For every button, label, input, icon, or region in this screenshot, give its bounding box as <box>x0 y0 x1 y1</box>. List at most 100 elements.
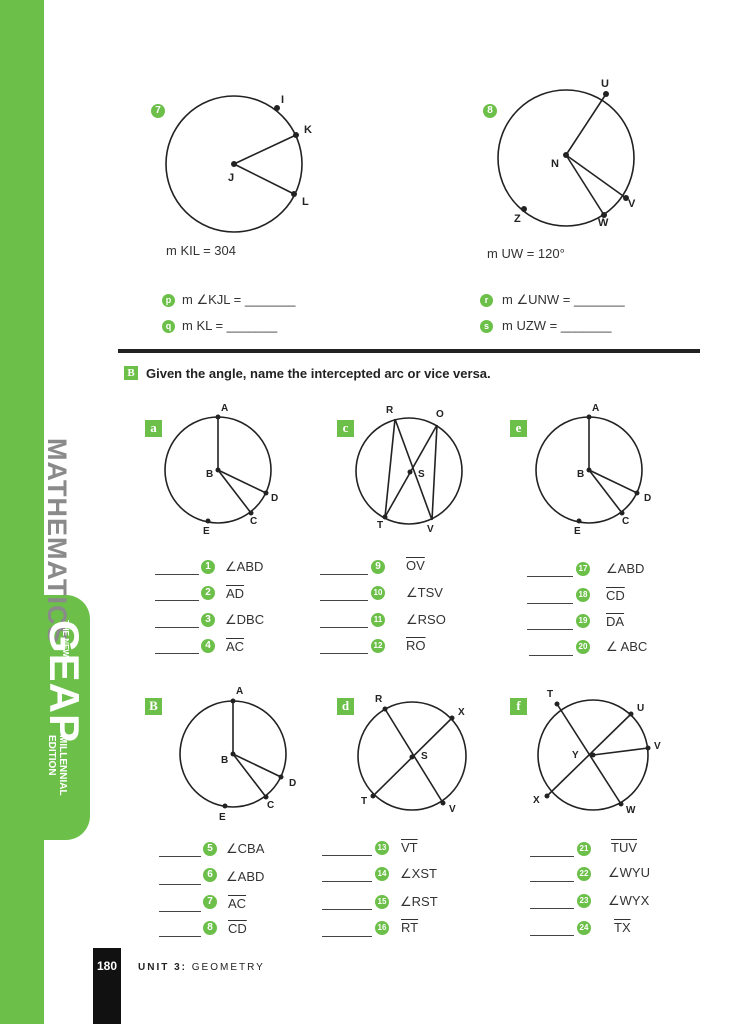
point-J: J <box>228 172 235 184</box>
item-22-number: 22 <box>577 867 591 881</box>
point-V: V <box>628 198 636 210</box>
item-21-number: 21 <box>577 842 591 856</box>
answer-blank-21[interactable] <box>530 856 574 857</box>
section-b-title: Given the angle, name the intercepted ar… <box>146 366 491 381</box>
answer-blank-9[interactable] <box>320 574 368 575</box>
item-19-number: 19 <box>576 614 590 628</box>
item-17-text: ∠ABD <box>606 561 645 576</box>
section-divider <box>118 349 700 353</box>
answer-blank-12[interactable] <box>320 653 368 654</box>
answer-blank-22[interactable] <box>530 881 574 882</box>
answer-blank-20[interactable] <box>529 655 573 656</box>
answer-blank-3[interactable] <box>155 627 199 628</box>
answer-blank-8[interactable] <box>159 936 201 937</box>
c-point-S: S <box>418 469 425 480</box>
answer-blank-18[interactable] <box>527 603 573 604</box>
item-5-text: ∠CBA <box>226 841 265 856</box>
answer-blank-6[interactable] <box>159 884 201 885</box>
item-21-text: TUV <box>611 840 637 855</box>
figure-a-badge: a <box>145 420 162 437</box>
e-point-E: E <box>574 526 581 537</box>
answer-blank-11[interactable] <box>320 627 368 628</box>
answer-blank-1[interactable] <box>155 574 199 575</box>
answer-blank-14[interactable] <box>322 881 372 882</box>
a-point-E: E <box>203 526 210 537</box>
answer-blank-2[interactable] <box>155 600 199 601</box>
answer-blank-5[interactable] <box>159 856 201 857</box>
d-point-X: X <box>458 707 465 718</box>
c-point-T: T <box>377 520 384 531</box>
item-22-text: ∠WYU <box>608 865 650 880</box>
point-N: N <box>551 158 559 170</box>
B-point-E: E <box>219 812 226 823</box>
e-point-D: D <box>644 493 652 504</box>
item-18-text: CD <box>606 588 625 603</box>
item-14-number: 14 <box>375 867 389 881</box>
problem-7-number: 7 <box>151 104 165 118</box>
item-11-text: ∠RSO <box>406 612 446 627</box>
answer-blank-23[interactable] <box>530 908 574 909</box>
item-4-number: 4 <box>201 639 215 653</box>
f-point-U: U <box>637 703 645 714</box>
figure-e-badge: e <box>510 420 527 437</box>
section-b-badge: B <box>124 366 138 380</box>
point-Z: Z <box>514 213 521 225</box>
item-2-number: 2 <box>201 586 215 600</box>
item-11-number: 11 <box>371 613 385 627</box>
figure-f-badge: f <box>510 698 527 715</box>
answer-blank-10[interactable] <box>320 600 368 601</box>
answer-blank-7[interactable] <box>159 911 201 912</box>
item-17-number: 17 <box>576 562 590 576</box>
a-point-D: D <box>271 493 279 504</box>
item-23-text: ∠WYX <box>608 893 650 908</box>
answer-blank-24[interactable] <box>530 935 574 936</box>
item-7-text: AC <box>228 896 247 911</box>
f-point-T: T <box>547 689 554 700</box>
item-13-text: VT <box>401 840 418 855</box>
item-13-number: 13 <box>375 841 389 855</box>
question-r: m ∠UNW = _______ <box>502 292 625 307</box>
answer-blank-13[interactable] <box>322 855 372 856</box>
item-8-number: 8 <box>203 921 217 935</box>
item-18-number: 18 <box>576 588 590 602</box>
answer-blank-15[interactable] <box>322 909 372 910</box>
f-point-V: V <box>654 741 661 752</box>
f-point-Y: Y <box>572 750 579 761</box>
item-3-number: 3 <box>201 613 215 627</box>
item-15-text: ∠RST <box>400 894 438 909</box>
item-23-number: 23 <box>577 894 591 908</box>
item-24-number: 24 <box>577 921 591 935</box>
e-point-A: A <box>592 403 600 414</box>
figure-B-badge: B <box>145 698 162 715</box>
d-point-S: S <box>421 751 428 762</box>
page-number-bar <box>93 948 121 1024</box>
answer-blank-17[interactable] <box>527 576 573 577</box>
item-24-text: TX <box>614 920 631 935</box>
question-s-badge: s <box>480 320 493 333</box>
item-5-number: 5 <box>203 842 217 856</box>
a-point-B: B <box>206 469 214 480</box>
problem-7-given: m KIL = 304 <box>166 243 236 258</box>
answer-blank-4[interactable] <box>155 653 199 654</box>
a-point-C: C <box>250 516 258 527</box>
item-6-text: ∠ABD <box>226 869 265 884</box>
answer-blank-19[interactable] <box>527 629 573 630</box>
a-point-A: A <box>221 403 229 414</box>
item-16-text: RT <box>401 920 419 935</box>
item-12-number: 12 <box>371 639 385 653</box>
d-point-V: V <box>449 804 456 815</box>
B-point-A: A <box>236 686 244 697</box>
item-20-text: ∠ ABC <box>606 639 648 654</box>
e-point-B: B <box>577 469 585 480</box>
item-4-text: AC <box>226 639 245 654</box>
answer-blank-16[interactable] <box>322 936 372 937</box>
point-K: K <box>304 124 312 136</box>
c-point-R: R <box>386 405 394 416</box>
question-r-badge: r <box>480 294 493 307</box>
item-14-text: ∠XST <box>400 866 437 881</box>
figure-d-badge: d <box>337 698 354 715</box>
item-2-text: AD <box>226 586 245 601</box>
item-10-text: ∠TSV <box>406 585 443 600</box>
B-point-B: B <box>221 755 229 766</box>
problem-8-given: m UW = 120° <box>487 246 565 261</box>
